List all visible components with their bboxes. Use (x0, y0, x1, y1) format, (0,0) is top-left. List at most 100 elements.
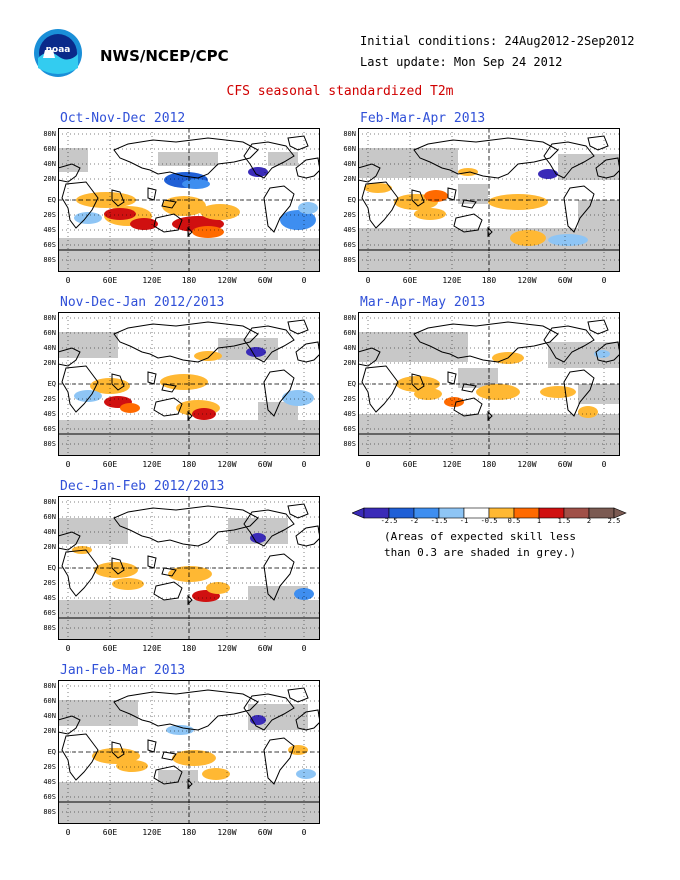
last-update: Last update: Mon Sep 24 2012 (360, 55, 563, 69)
lat-label: 80N (43, 130, 56, 138)
grey-skill-mask (578, 384, 620, 404)
lon-label: 60E (102, 644, 118, 653)
lon-label: 120E (142, 276, 162, 285)
lon-label: 60E (102, 460, 118, 469)
anomaly-region (116, 760, 148, 772)
anomaly-region (104, 208, 136, 220)
coastline (295, 341, 320, 363)
colorbar-tick-label: 2 (586, 517, 592, 525)
lon-label: 180 (181, 644, 197, 653)
panel-title-ndj: Nov-Dec-Jan 2012/2013 (60, 295, 225, 310)
lat-label: 60S (43, 793, 56, 801)
coastline (287, 503, 309, 519)
coastline (461, 383, 477, 393)
colorbar-tick-label: 2.5 (607, 517, 621, 525)
lon-label: 0 (301, 644, 307, 653)
colorbar-arrow-right (613, 507, 627, 519)
anomaly-region (510, 230, 546, 246)
grey-skill-mask (58, 700, 138, 726)
lon-label: 0 (301, 460, 307, 469)
lon-label: 120E (142, 460, 162, 469)
coastline (111, 189, 125, 207)
lon-label: 60W (257, 276, 273, 285)
coastline (111, 373, 125, 391)
grey-skill-mask (268, 152, 298, 166)
lat-label: 40S (343, 410, 356, 418)
lat-label: 20S (343, 211, 356, 219)
lat-label: 80S (43, 440, 56, 448)
lat-label: 40S (343, 226, 356, 234)
lat-label: 20N (343, 175, 356, 183)
lon-label: 120W (217, 276, 237, 285)
lat-label: 60N (343, 329, 356, 337)
grey-skill-mask (248, 586, 308, 604)
coastline (287, 135, 309, 151)
map-panel-fma (358, 128, 620, 272)
coastline (358, 249, 620, 272)
coastline (58, 163, 81, 183)
anomaly-region (246, 347, 266, 357)
coastline (58, 433, 320, 456)
coastline (543, 141, 595, 179)
lat-label: 60S (343, 425, 356, 433)
lon-label: 60W (257, 644, 273, 653)
org-name: NWS/NCEP/CPC (100, 47, 229, 65)
grey-skill-mask (58, 332, 118, 358)
anomaly-region (578, 406, 598, 418)
coastline (61, 365, 99, 413)
coastline (161, 751, 177, 761)
coastline (595, 341, 620, 363)
lon-label: 120E (442, 276, 462, 285)
grey-skill-mask (58, 518, 128, 544)
grey-skill-mask (58, 148, 88, 172)
coastline (161, 383, 177, 393)
coastline (161, 567, 177, 577)
lat-label: EQ (347, 380, 356, 388)
anomaly-region (160, 374, 208, 390)
lat-label: 80N (343, 314, 356, 322)
lat-label: 80N (43, 314, 56, 322)
anomaly-region (282, 390, 314, 406)
lon-label: 60W (557, 460, 573, 469)
coastline (587, 319, 609, 335)
anomaly-region (74, 212, 102, 224)
map-panel-ndj (58, 312, 320, 456)
lon-label: 60W (557, 276, 573, 285)
coastline (295, 157, 320, 179)
anomaly-region (172, 750, 216, 766)
coastline (58, 801, 320, 824)
coastline (287, 319, 309, 335)
lat-label: 80S (43, 624, 56, 632)
panel-title-jfm: Jan-Feb-Mar 2013 (60, 663, 186, 678)
colorbar-tick-label: -2 (409, 517, 419, 525)
lat-label: 40S (43, 410, 56, 418)
lat-label: 40N (43, 344, 56, 352)
map-canvas (358, 312, 620, 456)
lon-label: 60W (257, 460, 273, 469)
grey-skill-mask (358, 332, 468, 362)
panel-title-ond: Oct-Nov-Dec 2012 (60, 111, 186, 126)
lon-label: 180 (481, 276, 497, 285)
anomaly-region (538, 169, 558, 179)
lon-label: 120W (217, 460, 237, 469)
anomaly-region (194, 351, 222, 361)
initial-conditions: Initial conditions: 24Aug2012-2Sep2012 (360, 34, 635, 48)
panel-title-mam: Mar-Apr-May 2013 (360, 295, 486, 310)
colorbar-tick-label: 1.5 (557, 517, 571, 525)
anomaly-region (444, 397, 464, 407)
anomaly-region (548, 234, 588, 246)
anomaly-region (202, 768, 230, 780)
lat-label: 40N (43, 160, 56, 168)
noaa-logo: noaa (34, 29, 82, 77)
coastline (58, 249, 320, 272)
lon-label: 0 (65, 644, 71, 653)
lat-label: 20N (343, 359, 356, 367)
lon-label: 0 (65, 460, 71, 469)
anomaly-region (120, 403, 140, 413)
lat-label: EQ (47, 564, 56, 572)
anomaly-region (130, 218, 158, 230)
anomaly-region (192, 408, 216, 420)
lon-label: 0 (65, 276, 71, 285)
anomaly-region (594, 350, 610, 358)
skill-note-line2: than 0.3 are shaded in grey.) (384, 546, 577, 559)
